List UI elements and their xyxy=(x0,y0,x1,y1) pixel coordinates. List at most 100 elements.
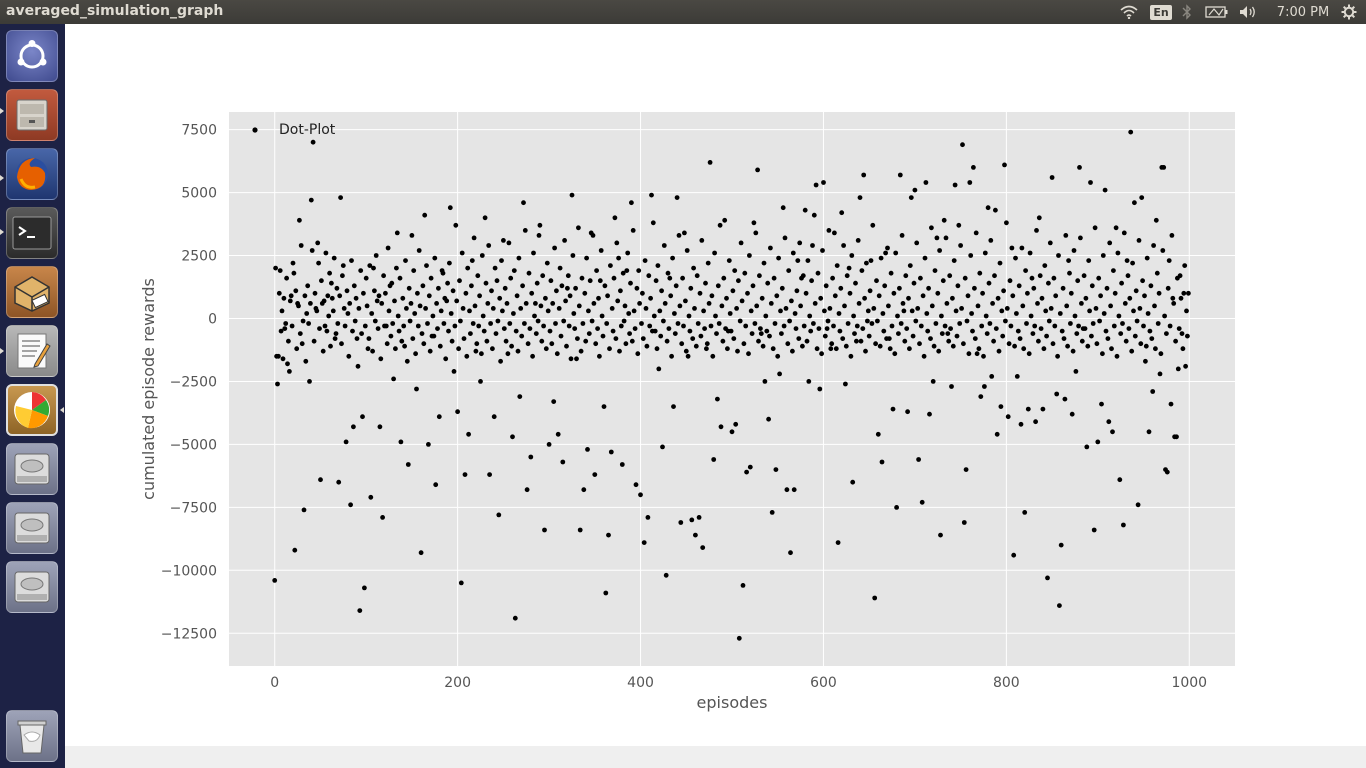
drive-3-button[interactable] xyxy=(6,561,58,613)
battery-icon[interactable] xyxy=(1204,0,1230,24)
data-point xyxy=(670,255,675,261)
data-point xyxy=(841,243,846,248)
data-point xyxy=(419,331,425,336)
data-point xyxy=(1078,235,1083,241)
data-point xyxy=(298,243,304,248)
data-point xyxy=(1186,290,1191,296)
data-point xyxy=(571,311,577,316)
terminal-button[interactable] xyxy=(6,207,58,259)
data-point xyxy=(510,434,515,440)
text-editor-icon xyxy=(17,333,51,369)
data-point xyxy=(761,260,767,266)
data-point xyxy=(430,313,436,319)
data-point xyxy=(284,275,289,281)
settings-gear-icon[interactable] xyxy=(1338,0,1360,24)
data-point xyxy=(540,273,546,279)
data-point xyxy=(1123,338,1129,344)
text-editor-button[interactable] xyxy=(6,325,58,377)
data-point xyxy=(767,333,772,339)
data-point xyxy=(848,353,854,359)
data-point xyxy=(1135,502,1141,508)
data-point xyxy=(966,351,972,357)
data-point xyxy=(525,341,531,347)
firefox-button[interactable] xyxy=(6,148,58,200)
data-point xyxy=(282,326,288,331)
data-point xyxy=(802,207,808,213)
virtualbox-button[interactable] xyxy=(6,266,58,318)
data-point xyxy=(941,217,947,223)
data-point xyxy=(612,215,618,221)
bluetooth-icon[interactable] xyxy=(1178,0,1196,24)
data-point xyxy=(726,258,732,263)
data-point xyxy=(1141,323,1146,329)
volume-icon[interactable] xyxy=(1238,0,1260,24)
data-point xyxy=(586,308,591,314)
files-button[interactable] xyxy=(6,89,58,141)
data-point xyxy=(1185,333,1190,339)
data-point xyxy=(381,273,386,279)
data-point xyxy=(311,338,317,344)
data-point xyxy=(863,348,868,354)
data-point xyxy=(692,306,697,311)
data-point xyxy=(978,394,984,399)
data-point xyxy=(384,341,390,347)
data-point xyxy=(520,283,525,289)
data-point xyxy=(826,228,832,233)
data-point xyxy=(1044,333,1049,339)
data-point xyxy=(314,308,320,314)
data-point xyxy=(560,459,566,465)
data-point xyxy=(1085,343,1091,349)
data-point xyxy=(556,306,562,311)
data-point xyxy=(742,270,748,276)
data-point xyxy=(738,240,744,246)
data-point xyxy=(901,308,907,314)
y-tick-label: 2500 xyxy=(181,249,217,265)
data-point xyxy=(651,313,657,319)
data-point xyxy=(1133,288,1139,294)
data-point xyxy=(979,323,985,329)
data-point xyxy=(689,517,695,523)
data-point xyxy=(346,353,352,359)
data-point xyxy=(380,515,385,520)
data-point xyxy=(878,255,884,261)
data-point xyxy=(473,348,479,354)
wifi-icon[interactable] xyxy=(1118,0,1140,24)
ubuntu-dash-button[interactable] xyxy=(6,30,58,82)
data-point xyxy=(1049,175,1055,180)
data-point xyxy=(928,336,933,341)
data-point xyxy=(302,293,308,299)
x-tick-label: 200 xyxy=(444,675,471,691)
data-point xyxy=(852,331,857,336)
data-point xyxy=(1019,245,1025,251)
data-point xyxy=(595,326,600,331)
data-point xyxy=(390,321,396,326)
data-point xyxy=(489,288,494,294)
data-point xyxy=(865,318,870,324)
data-point xyxy=(1100,253,1106,258)
data-point xyxy=(462,472,468,477)
data-point xyxy=(503,338,509,344)
data-point xyxy=(1036,215,1042,221)
data-point xyxy=(450,288,456,294)
data-point xyxy=(710,353,716,359)
data-point xyxy=(696,515,702,520)
data-point xyxy=(1156,290,1162,296)
data-point xyxy=(1059,328,1065,334)
data-point xyxy=(399,338,405,344)
drive-2-button[interactable] xyxy=(6,502,58,554)
keyboard-language-icon[interactable]: En xyxy=(1150,0,1172,24)
data-point xyxy=(896,331,901,336)
data-point xyxy=(410,336,416,341)
trash-button[interactable] xyxy=(6,710,58,762)
data-point xyxy=(965,293,971,299)
data-point xyxy=(929,303,935,309)
clock[interactable]: 7:00 PM xyxy=(1276,4,1330,20)
data-point xyxy=(517,394,523,399)
data-point xyxy=(731,336,737,341)
drive-1-button[interactable] xyxy=(6,443,58,495)
data-point xyxy=(607,346,612,352)
disk-usage-analyzer-button[interactable] xyxy=(6,384,58,436)
data-point xyxy=(442,295,448,301)
data-point xyxy=(590,233,596,238)
data-point xyxy=(958,243,963,248)
